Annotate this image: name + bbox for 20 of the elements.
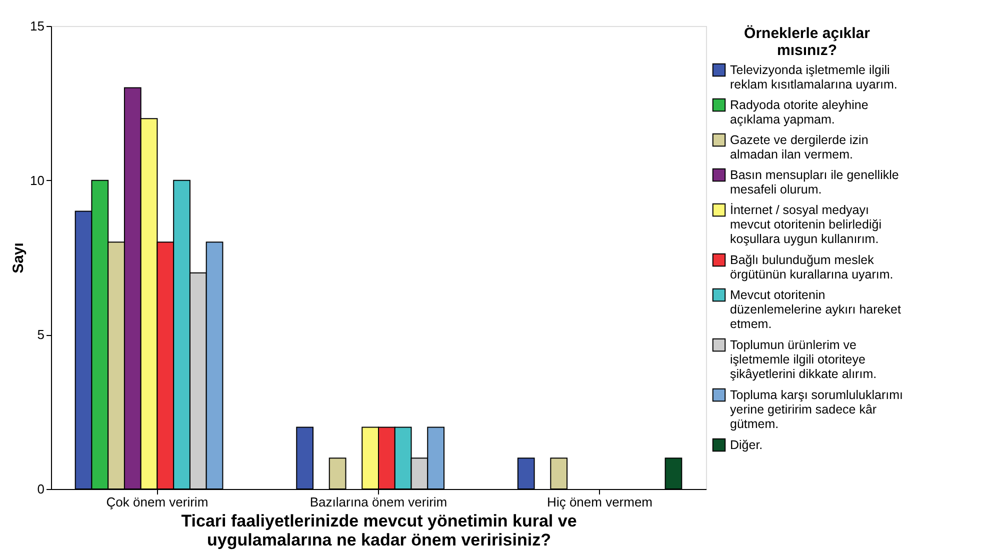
x-tick-label: Çok önem veririm xyxy=(106,494,208,510)
legend-title: Örneklerle açıklar mısınız? xyxy=(744,25,870,59)
legend-label: Mevcut otoritenin düzenlemelerine aykırı hareket etmem. xyxy=(730,288,902,331)
legend-label: Toplumun ürünlerim ve işletmemle ilgili otoriteye şikâyetlerini dikkate alırım. xyxy=(730,338,877,381)
y-tick-label: 0 xyxy=(37,482,44,496)
y-axis-title: Sayı xyxy=(10,242,28,274)
legend-label: Basın mensupları ile genellikle mesafeli olurum. xyxy=(730,168,899,196)
legend-label: İnternet / sosyal medyayı mevcut otoritenin belirlediği koşullara uygun kullanırım. xyxy=(730,203,882,246)
legend-label: Radyoda otorite aleyhine açıklama yapmam. xyxy=(730,98,868,126)
legend-label: Televizyonda işletmemle ilgili reklam kısıtlamalarına uyarım. xyxy=(730,63,898,92)
x-tick-label: Bazılarına önem veririm xyxy=(310,494,448,510)
x-axis-title: Ticari faaliyetlerinizde mevcut yönetimin kural ve uygulamalarına ne kadar önem veririsiniz? xyxy=(181,512,577,550)
y-tick-label: 5 xyxy=(37,327,44,342)
y-tick-label: 10 xyxy=(30,172,44,188)
legend-label: Diğer. xyxy=(730,438,763,452)
legend-label: Bağlı bulunduğum meslek örgütünün kurallarına uyarım. xyxy=(730,253,894,282)
legend-label: Gazete ve dergilerde izin almadan ilan vermem. xyxy=(730,133,868,162)
legend-label: Topluma karşı sorumluluklarımı yerine getiririm sadece kâr gütmem. xyxy=(730,388,903,431)
x-tick-label: Hiç önem vermem xyxy=(547,494,653,510)
y-tick-label: 15 xyxy=(30,18,44,34)
